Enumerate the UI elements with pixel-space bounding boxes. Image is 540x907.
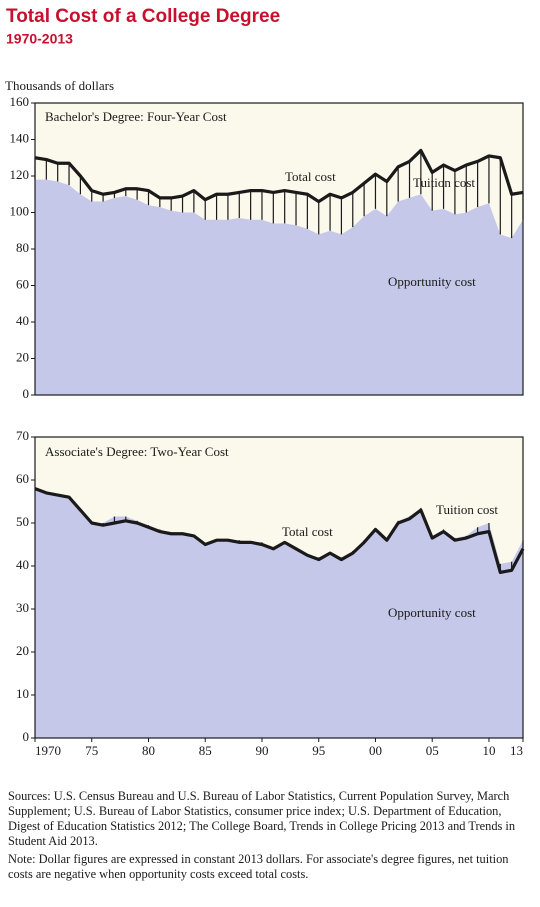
y-tick-label: 140 bbox=[10, 130, 30, 145]
note: Note: Dollar figures are expressed in co… bbox=[8, 852, 509, 881]
legend-label: Opportunity cost bbox=[388, 274, 476, 289]
total-line bbox=[34, 148, 524, 204]
panel-title: Associate's Degree: Two-Year Cost bbox=[45, 444, 229, 459]
x-tick-label: 95 bbox=[312, 743, 325, 758]
y-tick-label: 40 bbox=[16, 313, 29, 328]
panel-title: Bachelor's Degree: Four-Year Cost bbox=[45, 109, 227, 124]
x-tick-label: 75 bbox=[85, 743, 98, 758]
y-tick-label: 20 bbox=[16, 643, 29, 658]
y-axis-label: Thousands of dollars bbox=[5, 78, 114, 93]
y-tick-label: 20 bbox=[16, 349, 29, 364]
x-tick-label: 00 bbox=[369, 743, 382, 758]
y-tick-label: 50 bbox=[16, 514, 29, 529]
opportunity-area bbox=[35, 179, 523, 395]
y-tick-label: 160 bbox=[10, 94, 30, 109]
chart-title: Total Cost of a College Degree bbox=[6, 6, 280, 27]
x-tick-label: 80 bbox=[142, 743, 155, 758]
legend-label: Total cost bbox=[282, 524, 333, 539]
chart-subtitle: 1970-2013 bbox=[6, 31, 73, 47]
opportunity-area bbox=[35, 488, 523, 738]
y-tick-label: 60 bbox=[16, 471, 29, 486]
x-tick-label: 90 bbox=[255, 743, 268, 758]
y-tick-label: 70 bbox=[16, 428, 29, 443]
annotation: Tuition cost bbox=[413, 175, 475, 190]
y-tick-label: 0 bbox=[23, 729, 30, 744]
x-tick-label: 85 bbox=[199, 743, 212, 758]
annotation: Tuition cost bbox=[436, 502, 498, 517]
x-tick-label: 13 bbox=[510, 743, 523, 758]
x-tick-label: 05 bbox=[426, 743, 439, 758]
y-tick-label: 40 bbox=[16, 557, 29, 572]
y-tick-label: 60 bbox=[16, 276, 29, 291]
y-tick-label: 80 bbox=[16, 240, 29, 255]
y-tick-label: 30 bbox=[16, 600, 29, 615]
x-tick-label: 10 bbox=[482, 743, 495, 758]
y-tick-label: 120 bbox=[10, 167, 30, 182]
total-line bbox=[34, 487, 525, 575]
y-tick-label: 10 bbox=[16, 686, 29, 701]
x-tick-label: 1970 bbox=[35, 743, 61, 758]
plot-frame bbox=[34, 436, 524, 739]
y-tick-label: 0 bbox=[23, 386, 30, 401]
y-tick-label: 100 bbox=[10, 203, 30, 218]
legend-label: Total cost bbox=[285, 169, 336, 184]
sources: Sources: U.S. Census Bureau and U.S. Bur… bbox=[8, 789, 516, 848]
legend-label: Opportunity cost bbox=[388, 605, 476, 620]
